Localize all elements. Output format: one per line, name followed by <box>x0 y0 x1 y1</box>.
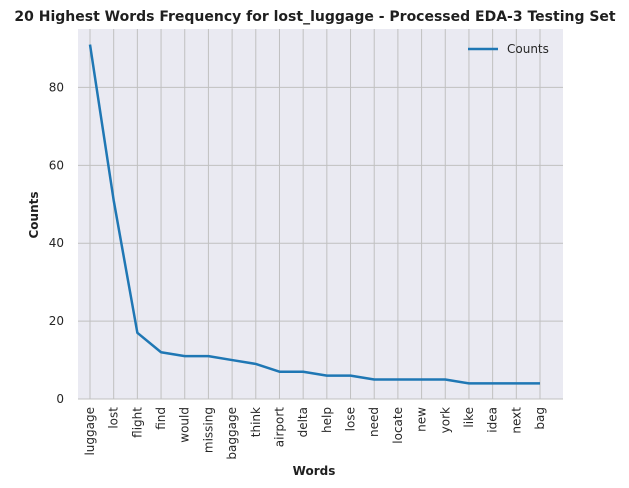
x-axis-label: Words <box>293 464 336 478</box>
x-tick-label: missing <box>201 407 215 453</box>
series-line-counts <box>88 44 540 385</box>
y-axis-label: Counts <box>27 191 41 238</box>
x-tick-label: think <box>249 407 263 437</box>
x-tick-label: next <box>509 407 523 434</box>
x-tick-label: airport <box>272 407 286 448</box>
plot-area <box>78 29 563 399</box>
y-tick-label: 80 <box>49 80 64 94</box>
x-tick-label: bag <box>533 407 547 430</box>
legend: Counts <box>468 42 549 56</box>
x-tick-label: idea <box>486 407 500 433</box>
x-tick-label: new <box>415 407 429 432</box>
x-tick-label: lost <box>107 407 121 429</box>
x-tick-label: need <box>367 407 381 437</box>
y-tick-label: 0 <box>56 392 64 406</box>
y-tick-label: 20 <box>49 314 64 328</box>
chart-title: 20 Highest Words Frequency for lost_lugg… <box>14 9 616 25</box>
x-tick-label: york <box>438 407 452 433</box>
x-tick-label: like <box>462 407 476 428</box>
x-tick-label: lose <box>344 407 358 431</box>
x-tick-label: luggage <box>83 407 97 456</box>
x-tick-label: would <box>178 407 192 443</box>
x-tick-label: help <box>320 407 334 433</box>
legend-label: Counts <box>507 42 549 56</box>
x-tick-label: locate <box>391 407 405 444</box>
x-tick-label: delta <box>296 407 310 437</box>
x-tick-label: baggage <box>225 407 239 460</box>
x-tick-label: flight <box>130 407 144 438</box>
x-axis-ticks: luggage lost flight find would missing baggage… <box>83 407 547 460</box>
y-tick-label: 40 <box>49 236 64 250</box>
grid-lines <box>78 29 563 400</box>
x-tick-label: find <box>154 407 168 430</box>
y-axis-ticks: 0 20 40 60 80 <box>49 80 64 406</box>
y-tick-label: 60 <box>49 158 64 172</box>
